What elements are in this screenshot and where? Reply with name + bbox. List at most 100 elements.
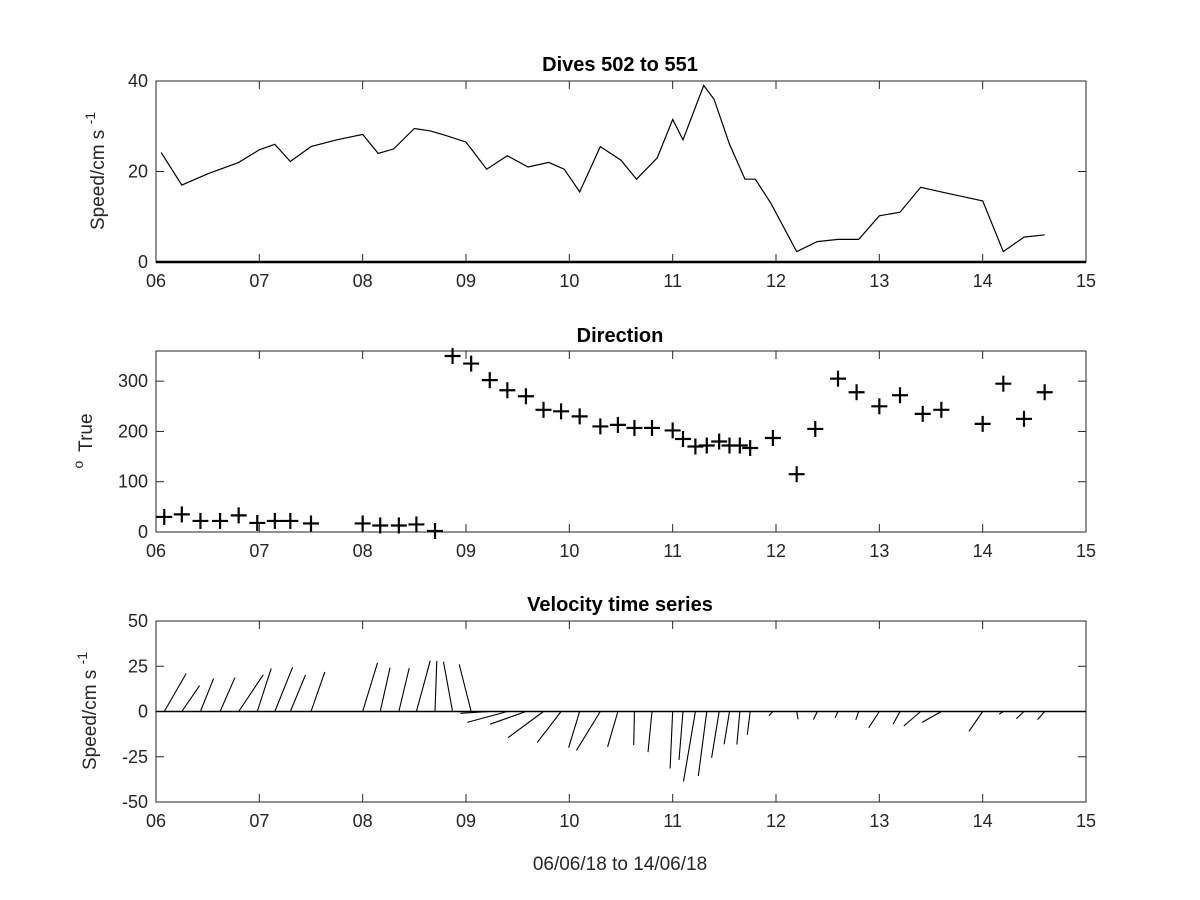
velocity-stick [289,674,307,712]
velocity-stick [238,674,264,712]
direction-point [571,408,588,425]
direction-point [427,522,443,539]
velocity-stick [812,711,818,720]
speed-xtick-label: 07 [249,271,269,291]
velocity-stick [460,710,490,714]
velocity-xlabel: 06/06/18 to 14/06/18 [533,854,707,875]
direction-point [788,466,805,483]
direction-axes-box [155,350,1087,533]
direction-point [592,418,609,435]
direction-point [408,516,425,533]
velocity-xtick-label: 10 [559,811,579,831]
velocity-ylabel: Speed/cm s -1 [74,652,101,770]
direction-point [871,398,888,415]
direction-point [764,429,781,446]
velocity-stick [442,661,454,712]
velocity-plot-area: 06 07 08 09 10 11 12 13 14 15 -50 -25 0 25 50 [122,611,1096,831]
direction-xtick-label: 11 [663,541,682,561]
direction-xtick-label: 12 [766,541,786,561]
direction-xtick-label: 13 [869,541,889,561]
speed-ylabel-text: Speed/cm s [88,130,109,230]
speed-title: Dives 502 to 551 [542,54,698,76]
direction-point [481,372,498,389]
velocity-xtick-label: 11 [663,811,682,831]
direction-point [444,348,461,365]
velocity-ytick-label: 0 [138,702,148,722]
velocity-stick [274,666,294,712]
velocity-stick [434,660,438,712]
direction-point [626,419,643,436]
velocity-stick [736,711,741,745]
velocity-stick [633,711,635,746]
velocity-ylabel-text: Speed/cm s [80,670,101,770]
direction-point [192,512,209,529]
velocity-stick [678,711,684,761]
velocity-stick [310,671,326,712]
velocity-ytick-label: -50 [122,792,148,812]
direction-point [499,382,516,399]
direction-xtick-label: 08 [353,541,373,561]
velocity-stick [921,711,942,723]
direction-point [303,515,319,532]
velocity-stick [768,711,774,717]
velocity-stick [568,711,581,748]
direction-point [933,401,950,418]
velocity-stick [855,711,860,720]
direction-point [711,433,728,450]
direction-ytick-label: 300 [118,371,148,391]
speed-xtick-label: 10 [559,271,579,291]
direction-point [249,514,266,531]
direction-title: Direction [577,325,664,347]
speed-ytick-label: 40 [128,71,148,91]
direction-point [463,355,480,372]
velocity-stick [682,711,696,782]
velocity-panel: Velocity time series 06 07 08 09 10 11 12 13 14 1… [74,594,1096,875]
velocity-stick [362,662,379,712]
velocity-stick [647,711,653,753]
direction-point [995,375,1012,392]
velocity-stick [489,710,527,725]
velocity-stick [536,711,562,743]
direction-point [698,437,715,454]
direction-point [609,416,626,433]
velocity-stick [256,668,272,712]
direction-point [282,512,299,529]
direction-ylabel-superscript: o [70,461,86,469]
direction-point [372,517,389,534]
direction-point [830,370,846,387]
direction-point [1036,384,1053,401]
velocity-xtick-label: 09 [456,811,476,831]
speed-series-line [160,84,1045,253]
direction-ylabel-text: True [76,413,97,451]
speed-xtick-label: 12 [766,271,786,291]
velocity-xtick-label: 15 [1076,811,1096,831]
velocity-stick [199,678,215,712]
direction-xtick-label: 07 [249,541,269,561]
direction-point [914,405,931,422]
direction-plot-area: 06 07 08 09 10 11 12 13 14 15 0 100 200 300 [118,348,1096,561]
direction-point [266,512,283,529]
direction-xtick-label: 06 [146,541,166,561]
velocity-stick [219,677,236,712]
velocity-stick [834,711,839,719]
velocity-stick [467,710,508,723]
speed-ytick-label: 20 [128,162,148,182]
direction-ytick-label: 100 [118,472,148,492]
speed-ylabel-superscript: -1 [82,112,98,125]
velocity-title: Velocity time series [527,594,713,616]
velocity-stick [458,664,472,712]
speed-xtick-label: 06 [146,271,166,291]
direction-point [517,388,534,405]
speed-xtick-label: 11 [663,271,682,291]
velocity-stick [669,711,674,769]
velocity-stick [903,711,922,727]
speed-xtick-label: 08 [353,271,373,291]
direction-xtick-label: 10 [559,541,579,561]
velocity-stick [868,711,880,729]
direction-point [1016,410,1032,427]
velocity-stick [998,711,1004,715]
velocity-stick [796,711,799,720]
speed-xtick-label: 09 [456,271,476,291]
direction-point [892,387,908,404]
